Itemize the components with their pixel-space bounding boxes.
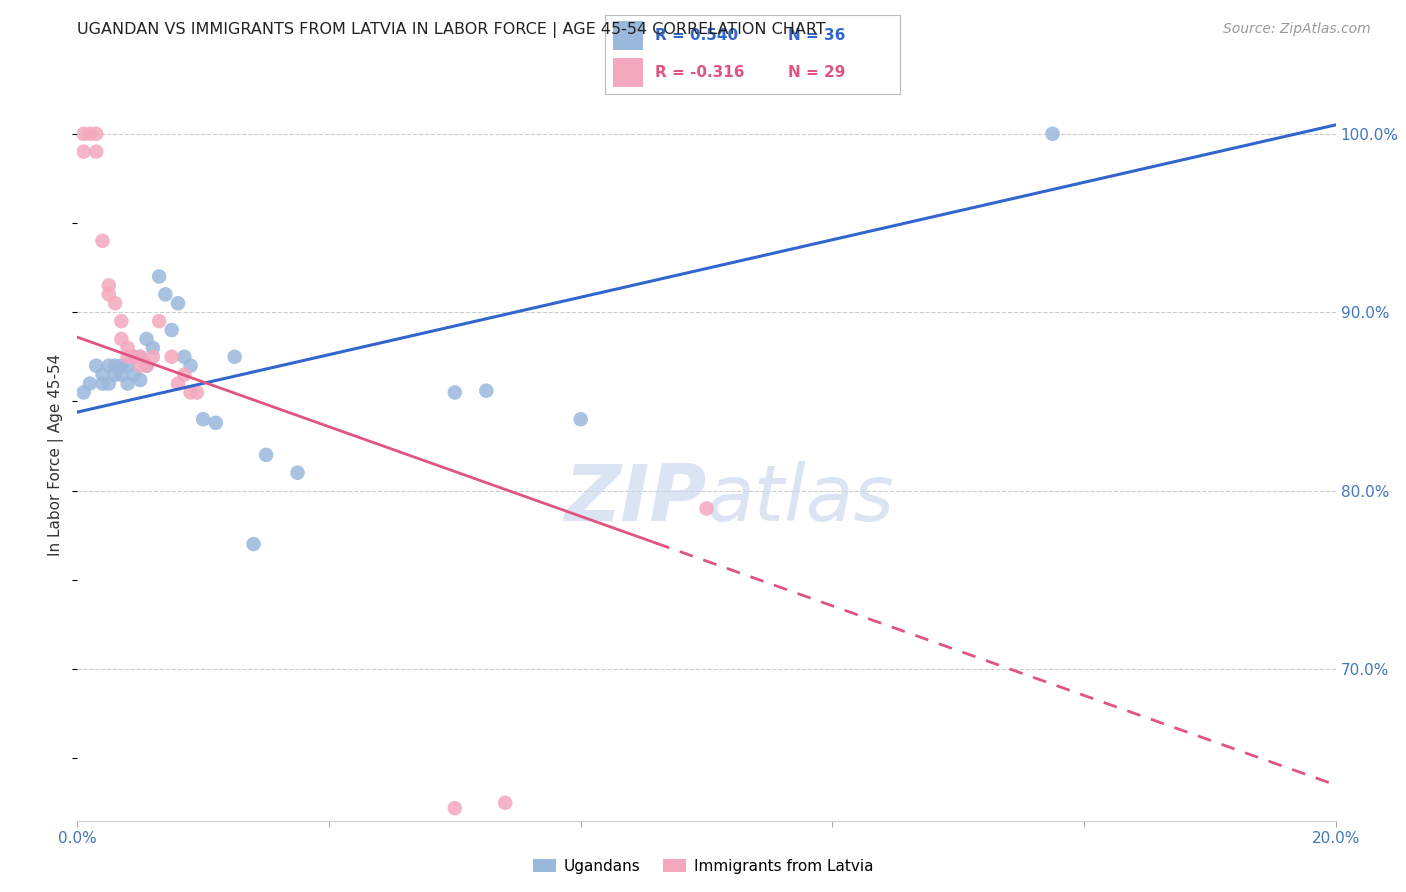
Point	[173, 350, 195, 364]
Text: Source: ZipAtlas.com: Source: ZipAtlas.com	[1223, 22, 1371, 37]
Text: ZIP: ZIP	[564, 461, 707, 537]
Point	[569, 412, 592, 426]
Point	[148, 269, 170, 284]
Point	[84, 359, 107, 373]
Point	[287, 466, 309, 480]
Y-axis label: In Labor Force | Age 45-54: In Labor Force | Age 45-54	[48, 354, 65, 556]
Point	[91, 234, 114, 248]
Point	[72, 127, 94, 141]
Point	[142, 341, 165, 355]
Text: atlas: atlas	[707, 461, 894, 537]
Point	[1042, 127, 1064, 141]
Point	[173, 368, 195, 382]
Point	[110, 359, 132, 373]
Bar	[613, 21, 643, 51]
Point	[84, 145, 107, 159]
Point	[167, 376, 190, 391]
Point	[122, 350, 145, 364]
Point	[204, 416, 226, 430]
Text: N = 36: N = 36	[787, 28, 845, 43]
Point	[110, 332, 132, 346]
Point	[117, 376, 139, 391]
Point	[155, 287, 177, 301]
Point	[79, 127, 101, 141]
Point	[117, 359, 139, 373]
Point	[444, 385, 467, 400]
Point	[186, 385, 208, 400]
Point	[167, 296, 190, 310]
Point	[97, 359, 120, 373]
Point	[72, 385, 94, 400]
Point	[129, 350, 152, 364]
Text: UGANDAN VS IMMIGRANTS FROM LATVIA IN LABOR FORCE | AGE 45-54 CORRELATION CHART: UGANDAN VS IMMIGRANTS FROM LATVIA IN LAB…	[77, 22, 827, 38]
Point	[122, 368, 145, 382]
Point	[148, 314, 170, 328]
Point	[97, 278, 120, 293]
Point	[97, 376, 120, 391]
Point	[254, 448, 277, 462]
Text: R = 0.540: R = 0.540	[655, 28, 738, 43]
Point	[494, 796, 516, 810]
Point	[160, 350, 183, 364]
Point	[79, 376, 101, 391]
Point	[122, 350, 145, 364]
Point	[117, 350, 139, 364]
Point	[135, 332, 157, 346]
Point	[160, 323, 183, 337]
Text: N = 29: N = 29	[787, 65, 845, 80]
Point	[84, 127, 107, 141]
Point	[91, 368, 114, 382]
Point	[97, 287, 120, 301]
Point	[444, 801, 467, 815]
Point	[117, 341, 139, 355]
Point	[224, 350, 246, 364]
Text: R = -0.316: R = -0.316	[655, 65, 744, 80]
Point	[129, 373, 152, 387]
Point	[110, 314, 132, 328]
Point	[135, 359, 157, 373]
Bar	[613, 58, 643, 87]
Point	[129, 350, 152, 364]
Point	[110, 368, 132, 382]
Point	[91, 376, 114, 391]
Point	[104, 296, 127, 310]
Legend: Ugandans, Immigrants from Latvia: Ugandans, Immigrants from Latvia	[527, 853, 879, 880]
Point	[180, 359, 202, 373]
Point	[72, 145, 94, 159]
Point	[104, 368, 127, 382]
Point	[242, 537, 264, 551]
Point	[191, 412, 215, 426]
Point	[475, 384, 498, 398]
Point	[696, 501, 718, 516]
Point	[142, 350, 165, 364]
Point	[104, 359, 127, 373]
Point	[135, 359, 157, 373]
Point	[129, 359, 152, 373]
Point	[180, 385, 202, 400]
